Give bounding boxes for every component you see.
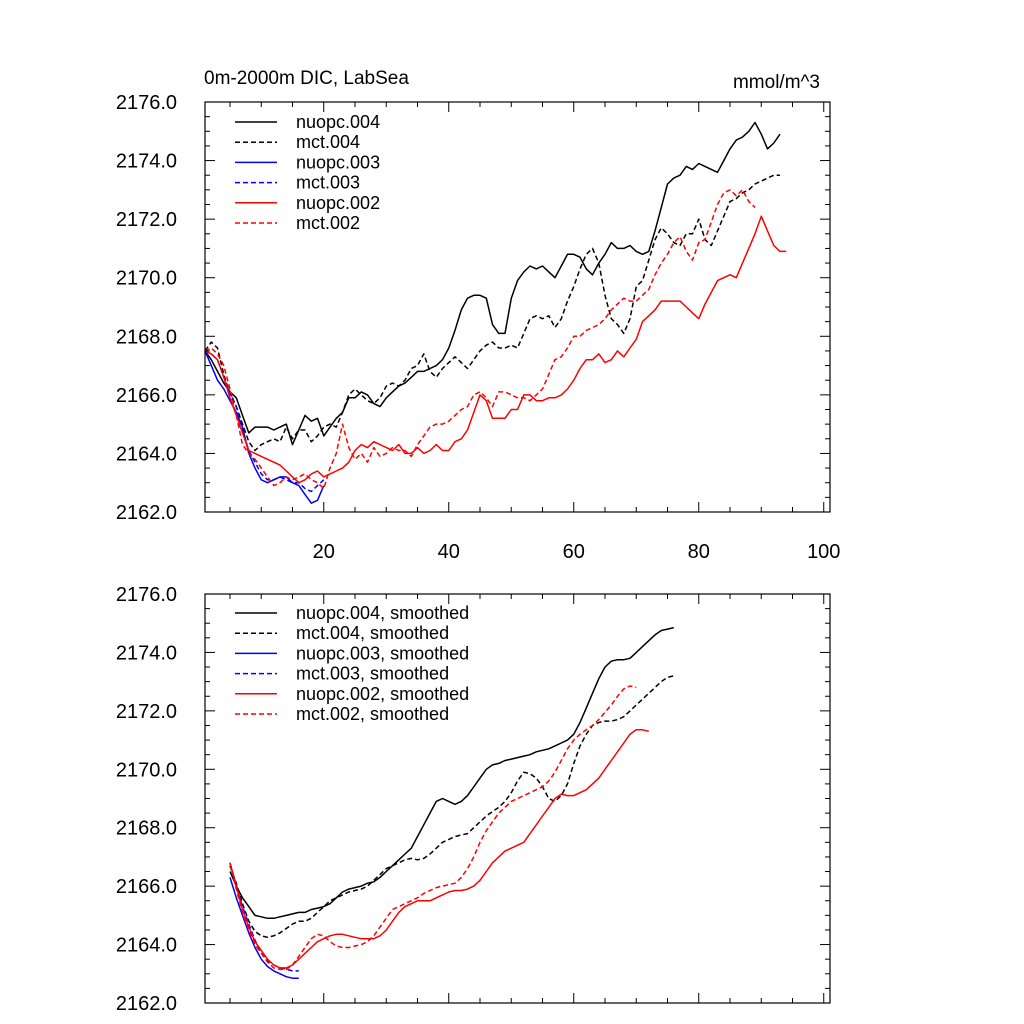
series-line — [204, 174, 780, 452]
chart-title: 0m-2000m DIC, LabSea — [204, 68, 409, 89]
series-line — [229, 626, 674, 920]
series-line — [204, 121, 781, 446]
series-line — [204, 350, 325, 504]
legend-label: mct.003 — [296, 173, 360, 193]
y-tick-label: 2162.0 — [116, 993, 177, 1015]
x-tick-label: 40 — [438, 541, 460, 563]
series-line — [204, 189, 756, 490]
legend-label: mct.004, smoothed — [296, 623, 449, 643]
legend-label: mct.003, smoothed — [296, 664, 449, 684]
legend-label: nuopc.003, smoothed — [296, 643, 469, 663]
bottom-panel: 2162.0 2164.0 2166.0 2168.0 2170.0 2172.0 2174… — [116, 584, 831, 1015]
series-line — [204, 215, 787, 484]
x-tick-label: 20 — [313, 541, 335, 563]
x-tick-label: 60 — [563, 541, 585, 563]
legend-label: nuopc.002 — [296, 193, 380, 213]
bottom-axes: 2162.0 2164.0 2166.0 2168.0 2170.0 2172.0 2174… — [116, 584, 831, 1015]
legend-label: nuopc.004, smoothed — [296, 603, 469, 623]
top-series-layer — [204, 121, 787, 504]
series-line — [229, 675, 674, 939]
y-tick-label: 2172.0 — [116, 209, 177, 231]
series-line — [229, 877, 299, 979]
series-line — [229, 729, 649, 969]
y-tick-label: 2172.0 — [116, 701, 177, 723]
y-tick-label: 2176.0 — [116, 92, 177, 114]
bottom-series-layer — [229, 626, 674, 979]
y-tick-label: 2162.0 — [116, 502, 177, 524]
top-axes: 2162.0 2164.0 2166.0 2168.0 2170.0 2172.0 2174… — [116, 92, 841, 563]
legend-label: nuopc.004 — [296, 112, 380, 132]
legend-label: mct.002 — [296, 213, 360, 233]
top-panel: 0m-2000m DIC, LabSea mmol/m^3 2162.0 2164… — [116, 68, 841, 563]
y-tick-label: 2170.0 — [116, 759, 177, 781]
series-line — [229, 685, 637, 971]
y-tick-label: 2168.0 — [116, 326, 177, 348]
legend-label: mct.004 — [296, 132, 360, 152]
x-tick-label: 100 — [807, 541, 840, 563]
y-tick-label: 2174.0 — [116, 151, 177, 173]
y-tick-label: 2164.0 — [116, 935, 177, 957]
y-tick-label: 2170.0 — [116, 268, 177, 290]
legend-label: nuopc.002, smoothed — [296, 684, 469, 704]
y-tick-label: 2168.0 — [116, 818, 177, 840]
y-tick-label: 2174.0 — [116, 642, 177, 664]
y-tick-label: 2166.0 — [116, 876, 177, 898]
top-legend: nuopc.004mct.004nuopc.003mct.003nuopc.00… — [235, 112, 380, 233]
y-tick-label: 2164.0 — [116, 443, 177, 465]
x-tick-label: 80 — [688, 541, 710, 563]
legend-label: mct.002, smoothed — [296, 704, 449, 724]
legend-label: nuopc.003 — [296, 152, 380, 172]
y-tick-label: 2166.0 — [116, 385, 177, 407]
y-tick-label: 2176.0 — [116, 584, 177, 606]
units-label: mmol/m^3 — [733, 72, 820, 93]
